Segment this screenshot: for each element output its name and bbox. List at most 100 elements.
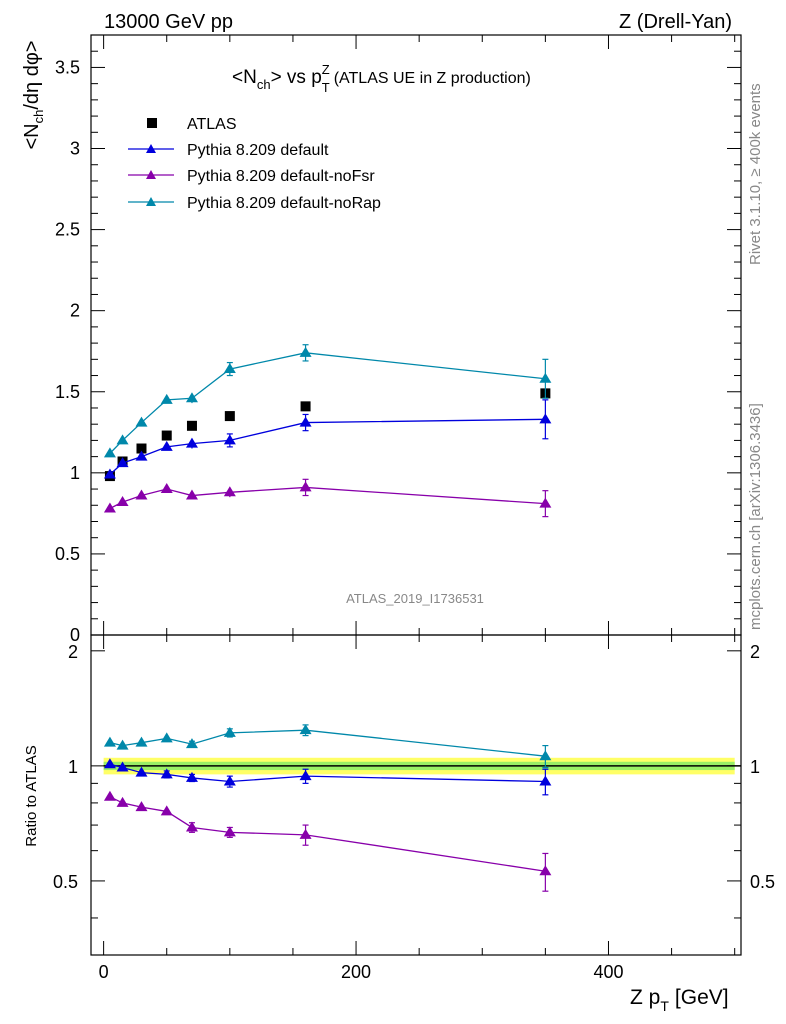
mcplots-label: mcplots.cern.ch [arXiv:1306.3436]	[747, 403, 764, 630]
data-point	[185, 489, 198, 500]
x-axis-label: Z pT [GeV]	[630, 986, 729, 1014]
series-line	[109, 352, 546, 454]
series-line	[109, 486, 546, 510]
ratio-point	[299, 770, 312, 781]
ratio-series-1	[103, 758, 552, 796]
data-point	[160, 393, 173, 404]
data-point	[224, 411, 235, 422]
data-point	[185, 437, 198, 448]
y-tick-label: 2.5	[55, 220, 80, 240]
ratio-point	[116, 796, 129, 807]
series-3	[103, 344, 552, 458]
header-left: 13000 GeV pp	[104, 11, 233, 33]
ratio-point	[116, 761, 129, 772]
legend-label: Pythia 8.209 default	[187, 142, 329, 159]
ratio-point	[160, 805, 173, 816]
data-point	[160, 440, 173, 451]
data-point	[160, 483, 173, 494]
y-tick-label: 3	[70, 139, 80, 159]
y-tick-label: 1	[70, 463, 80, 483]
data-point	[223, 363, 236, 374]
ratio-point	[223, 775, 236, 786]
data-point	[136, 443, 147, 454]
legend-entry-nofsr: Pythia 8.209 default-noFsr	[128, 168, 375, 185]
data-point	[116, 457, 129, 468]
ratio-point	[299, 828, 312, 839]
chart-title: <Nch> vs pTZ(ATLAS UE in Z production)	[232, 62, 531, 95]
data-point	[135, 450, 148, 461]
data-point	[539, 372, 552, 383]
x-tick-label: 400	[593, 962, 623, 982]
data-point	[103, 447, 116, 458]
ratio-point	[135, 801, 148, 812]
ratio-point	[223, 826, 236, 837]
analysis-watermark: ATLAS_2019_I1736531	[346, 591, 484, 606]
rivet-label: Rivet 3.1.10, ≥ 400k events	[747, 83, 764, 265]
data-point	[161, 430, 172, 441]
legend-label: Pythia 8.209 default-noFsr	[187, 168, 375, 185]
legend-label: Pythia 8.209 default-noRap	[187, 195, 381, 212]
ratio-point	[160, 768, 173, 779]
y-tick-label: 2	[70, 301, 80, 321]
x-tick-label: 200	[341, 962, 371, 982]
ratio-point	[135, 736, 148, 747]
ratio-point	[185, 738, 198, 749]
ratio-plot-data	[103, 724, 552, 892]
x-tick-label: 0	[99, 962, 109, 982]
ratio-y-tick-label: 2	[68, 642, 78, 662]
ratio-y-tick-label: 0.5	[53, 872, 78, 892]
y-tick-label: 0	[70, 625, 80, 645]
ratio-y-tick-label: 0.5	[750, 872, 775, 892]
legend-label: ATLAS	[187, 116, 237, 133]
data-point	[116, 434, 129, 445]
legend: ATLAS Pythia 8.209 default Pythia 8.209 …	[128, 116, 381, 212]
series-2	[103, 478, 552, 518]
data-point	[135, 489, 148, 500]
axes: 0 200 400 0 0.5 1 1.5 2 2.5 3 3.5 0.5 0.5 1 1 2 2	[53, 34, 775, 982]
data-point	[539, 497, 552, 508]
data-point	[299, 481, 312, 492]
y-axis-label: <Nch/dη dφ>	[21, 41, 46, 150]
data-point	[103, 468, 116, 479]
ratio-y-tick-label: 1	[68, 757, 78, 777]
main-plot-data	[103, 344, 552, 518]
ratio-point	[299, 724, 312, 735]
data-point	[185, 392, 198, 403]
ratio-point	[223, 726, 236, 737]
ratio-y-tick-label: 1	[750, 757, 760, 777]
ratio-point	[185, 821, 198, 832]
header-right: Z (Drell-Yan)	[619, 11, 732, 33]
series-1	[103, 399, 552, 479]
ratio-point	[135, 766, 148, 777]
ratio-point	[539, 750, 552, 761]
ratio-y-axis-label: Ratio to ATLAS	[23, 745, 40, 846]
data-point	[223, 434, 236, 445]
y-tick-label: 1.5	[55, 382, 80, 402]
data-point	[539, 413, 552, 424]
data-point	[186, 420, 197, 431]
ratio-y-tick-label: 2	[750, 642, 760, 662]
y-tick-label: 3.5	[55, 57, 80, 77]
series-line	[109, 418, 546, 475]
data-point	[103, 502, 116, 513]
data-point	[300, 401, 311, 412]
ratio-point	[160, 732, 173, 743]
ratio-point	[185, 771, 198, 782]
legend-entry-atlas: ATLAS	[147, 116, 237, 133]
legend-entry-default: Pythia 8.209 default	[128, 142, 329, 159]
ratio-uncertainty-band	[103, 757, 741, 775]
data-point	[116, 496, 129, 507]
ratio-point	[103, 790, 116, 801]
ratio-point	[103, 736, 116, 747]
ratio-line	[109, 796, 546, 872]
data-point	[299, 346, 312, 357]
legend-entry-norap: Pythia 8.209 default-noRap	[128, 195, 381, 212]
ratio-point	[539, 775, 552, 786]
ratio-line	[109, 729, 546, 757]
data-point	[135, 416, 148, 427]
ratio-point	[103, 758, 116, 769]
ratio-series-2	[103, 790, 552, 892]
data-point	[223, 486, 236, 497]
ratio-point	[539, 865, 552, 876]
